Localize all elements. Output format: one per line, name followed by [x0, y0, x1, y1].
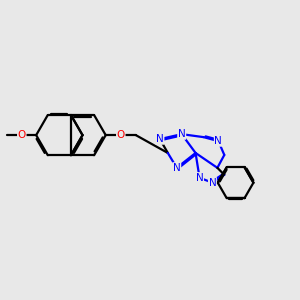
Text: O: O [18, 130, 26, 140]
Text: N: N [178, 129, 186, 139]
Text: N: N [208, 178, 216, 188]
Text: N: N [196, 173, 203, 183]
Text: N: N [214, 136, 222, 146]
Text: N: N [156, 134, 164, 144]
Text: N: N [173, 163, 181, 173]
Text: O: O [117, 130, 125, 140]
